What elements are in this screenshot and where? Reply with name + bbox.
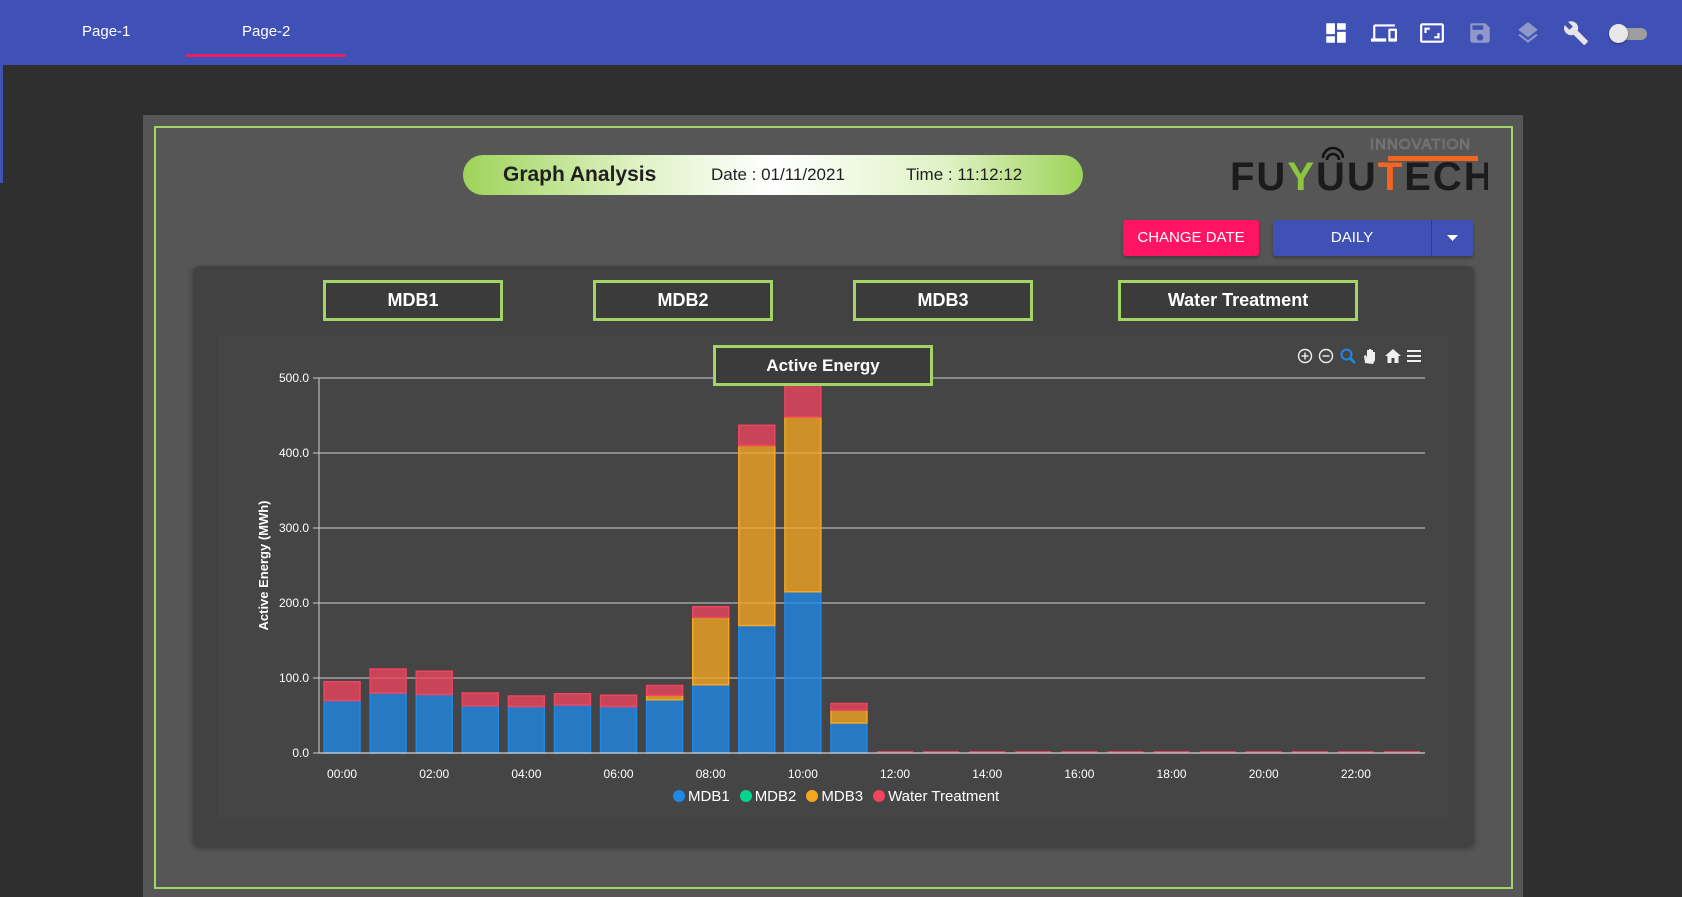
chart-area <box>218 335 1448 819</box>
legend-marker <box>739 790 752 802</box>
menu-icon[interactable] <box>1407 350 1421 362</box>
date-display: Date : 01/11/2021 <box>711 165 845 184</box>
period-split-button: DAILY <box>1273 220 1473 256</box>
chart-title: Active Energy <box>713 345 933 386</box>
legend-item[interactable]: Water Treatment <box>873 788 999 805</box>
legend-item[interactable]: MDB2 <box>739 787 797 805</box>
legend-marker <box>673 790 685 802</box>
dashboard-icon[interactable] <box>1323 20 1349 46</box>
meter-water-treatment-button[interactable]: Water Treatment <box>1118 280 1358 321</box>
tab-page-2[interactable]: Page-2 <box>242 23 291 40</box>
header-pill: Graph Analysis Date : 01/11/2021 Time : … <box>463 155 1083 195</box>
zoom-in-icon[interactable] <box>1297 348 1313 364</box>
legend-item[interactable]: MDB3 <box>806 788 863 805</box>
meter-mdb2-button[interactable]: MDB2 <box>593 280 773 321</box>
page-title: Graph Analysis <box>503 163 657 186</box>
time-display: Time : 11:12:12 <box>906 165 1023 184</box>
period-dropdown-toggle[interactable] <box>1432 220 1473 256</box>
active-tab-indicator <box>186 54 346 57</box>
panel-border <box>154 126 1513 889</box>
fullscreen-icon[interactable] <box>1419 20 1445 46</box>
chart-legend: MDB1 MDB2 MDB3 Water Treatment <box>673 786 999 806</box>
drawer-edge <box>0 65 3 183</box>
meter-mdb3-button[interactable]: MDB3 <box>853 280 1033 321</box>
layers-icon[interactable] <box>1515 20 1541 46</box>
zoom-out-icon[interactable] <box>1318 348 1334 364</box>
tab-page-1[interactable]: Page-1 <box>82 23 131 40</box>
devices-icon[interactable] <box>1371 20 1397 46</box>
home-icon[interactable] <box>1385 349 1401 363</box>
change-date-button[interactable]: CHANGE DATE <box>1123 220 1259 256</box>
legend-label: MDB2 <box>754 787 797 805</box>
pan-icon[interactable] <box>1364 349 1375 364</box>
legend-label: Water Treatment <box>888 787 1000 805</box>
company-logo: INNOVATION FUYUUTECH <box>1228 134 1493 199</box>
toggle-knob <box>1609 24 1628 43</box>
mode-toggle-switch[interactable] <box>1609 24 1647 43</box>
legend-item[interactable]: MDB1 <box>673 788 730 805</box>
daily-button[interactable]: DAILY <box>1330 229 1374 246</box>
selection-zoom-icon[interactable] <box>1340 348 1356 364</box>
save-icon[interactable] <box>1467 20 1493 46</box>
meter-mdb1-button[interactable]: MDB1 <box>323 280 503 321</box>
svg-text:FUYUUTECH: FUYUUTECH <box>1230 155 1488 194</box>
svg-text:INNOVATION: INNOVATION <box>1370 136 1471 153</box>
legend-label: MDB3 <box>821 787 864 805</box>
wrench-icon[interactable] <box>1563 20 1589 46</box>
legend-marker <box>806 790 819 802</box>
legend-marker <box>873 790 886 802</box>
caret-down-icon <box>1447 235 1458 241</box>
legend-label: MDB1 <box>688 787 730 805</box>
split-divider <box>1431 220 1432 256</box>
